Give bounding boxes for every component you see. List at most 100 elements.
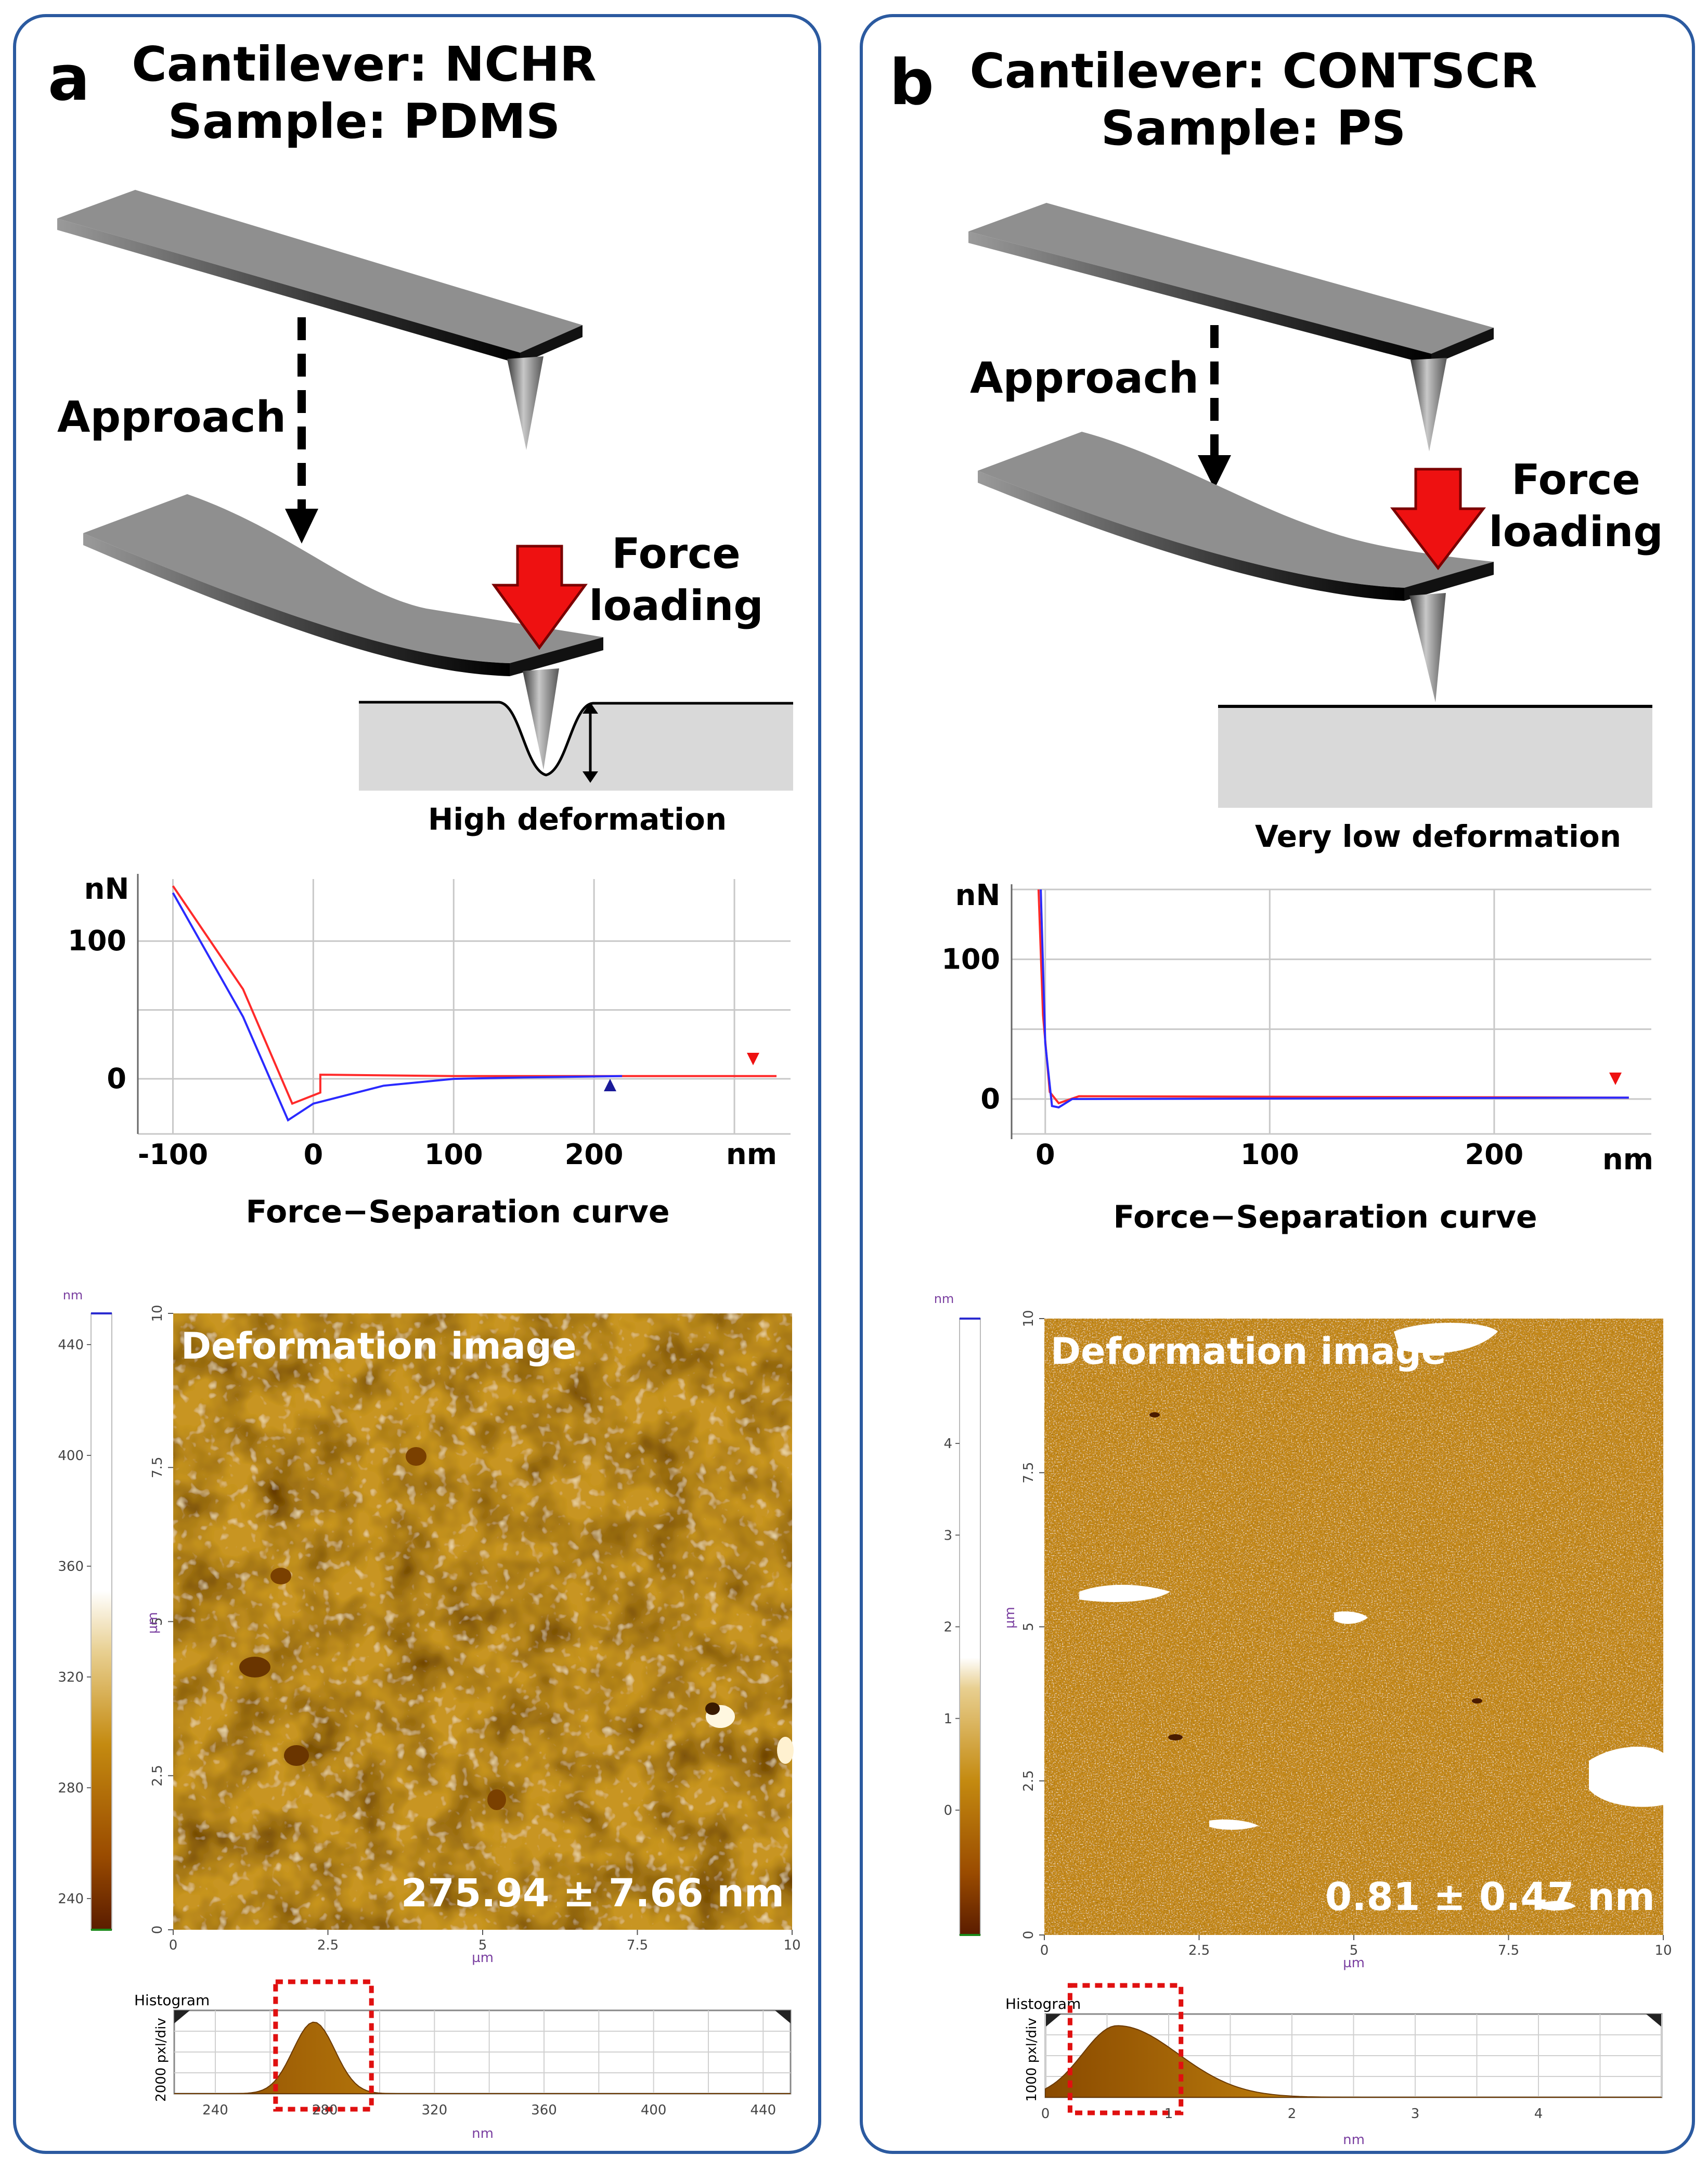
panel-b-curve-x-tick-label: 100	[1240, 1138, 1299, 1171]
panel-a-curve-ylabel: nN	[84, 872, 130, 906]
panel-a-image-x-unit: µm	[472, 1950, 494, 1966]
panel-a-curve-retract-line	[172, 885, 777, 1105]
panel-b-image-x-tick-label: 0	[1040, 1943, 1049, 1958]
panel-a-image-x-tick-label: 2.5	[317, 1938, 339, 1953]
panel-b-image-y-tick-label: 10	[1021, 1310, 1037, 1327]
panel-b-image-x-tick-label: 10	[1654, 1943, 1672, 1958]
panel-b-curve-y-tick-label: 0	[980, 1082, 1000, 1115]
tip-icon	[1411, 358, 1447, 451]
panel-a-force-arrow	[491, 545, 588, 650]
panel-b-deformation-label: Very low deformation	[1255, 819, 1621, 854]
panel-a-histogram-x-tick-label: 440	[751, 2102, 777, 2118]
panel-b-title-line1: Cantilever: CONTSCR	[969, 43, 1537, 99]
panel-b-image-x-unit: µm	[1343, 1955, 1365, 1971]
panel-b-colorbar: nm 4 3 2 1 0	[934, 1292, 981, 1936]
panel-a-histogram-x-tick-label: 280	[312, 2102, 338, 2118]
panel-b-image-y-tick-label: 7.5	[1021, 1462, 1037, 1483]
panel-b-image-y-unit: µm	[1002, 1607, 1018, 1629]
panel-a-image-x-tick-label: 10	[783, 1938, 800, 1953]
panel-b-marker-red-icon	[1609, 1073, 1622, 1085]
arrow-head-icon	[1198, 455, 1231, 489]
corner-marker-icon	[775, 2010, 791, 2023]
panel-a-image-x-tick-label: 0	[169, 1938, 178, 1953]
panel-b-colorbar-tick-label: 3	[943, 1528, 952, 1543]
panel-a-histogram: Histogram 2000 pxl/div 240 280 320 360 400 44…	[134, 1979, 792, 2141]
panel-b-colorbar-tick-label: 2	[943, 1620, 952, 1635]
panel-a-colorbar-tick-label: 240	[58, 1891, 84, 1907]
panel-a-curve-y-tick-label: 0	[107, 1062, 126, 1095]
panel-a-colorbar-tick-label: 400	[58, 1448, 84, 1464]
panel-b-histogram-bars	[1045, 2025, 1662, 2098]
panel-b-image-x-tick-label: 2.5	[1188, 1943, 1210, 1958]
panel-b-histogram-x-tick-label: 0	[1041, 2106, 1050, 2122]
panel-a-colorbar-unit: nm	[63, 1288, 83, 1302]
panel-a-histogram-x-tick-label: 240	[202, 2102, 228, 2118]
panel-b-image-y-tick-label: 2.5	[1021, 1770, 1037, 1791]
panel-a-histogram-label: Histogram	[134, 1992, 210, 2009]
panel-b-letter: b	[889, 47, 934, 119]
panel-b-image-x-tick-label: 5	[1350, 1943, 1358, 1958]
panel-a-letter: a	[48, 43, 90, 115]
tip-icon-indented	[523, 668, 559, 770]
panel-a-histogram-x-tick-label: 360	[531, 2102, 557, 2118]
panel-a-image-x-tick-label: 7.5	[627, 1938, 648, 1953]
panel-a: a Cantilever: NCHR Sample: PDMS Approach	[13, 14, 821, 2154]
panel-b: b Cantilever: CONTSCR Sample: PS Approac…	[860, 14, 1695, 2154]
panel-a-colorbar-tick-label: 440	[58, 1337, 84, 1353]
panel-b-curve-title: Force−Separation curve	[1113, 1199, 1537, 1235]
panel-b-histogram-x-tick-label: 4	[1534, 2106, 1543, 2122]
panel-a-image-y-tick-label: 0	[150, 1926, 165, 1934]
panel-a-image-y-unit: µm	[145, 1612, 161, 1634]
panel-a-histogram-x-unit: nm	[472, 2126, 494, 2141]
panel-a-marker-blue-icon	[604, 1079, 616, 1091]
panel-b-deformation-image: Deformation image 0.81 ± 0.47 nm 0 2.5 5 7.…	[1002, 1310, 1672, 1971]
panel-a-measurement: 275.94 ± 7.66 nm	[401, 1871, 784, 1916]
panel-b-image-x-tick-label: 7.5	[1498, 1943, 1519, 1958]
panel-b-cantilever-top	[968, 203, 1494, 451]
panel-a-deformation-image: Deformation image 275.94 ± 7.66 nm 0 2.5 5…	[145, 1305, 801, 1966]
panel-a-colorbar-tick-label: 360	[58, 1559, 84, 1575]
panel-a-colorbar: nm 440 400 360 320 280 240	[58, 1288, 112, 1931]
panel-b-curve-xlabel: nm	[1602, 1143, 1653, 1177]
panel-a-image-y-tick-label: 5	[150, 1617, 165, 1626]
panel-a-curve-approach-line	[172, 892, 623, 1122]
panel-a-image-features	[239, 1447, 794, 1810]
panel-b-image-features	[1079, 1323, 1663, 1911]
panel-b-force-arrow	[1390, 468, 1486, 571]
panel-a-colorbar-tick-label: 320	[58, 1670, 84, 1685]
panel-b-curve-approach-line	[1040, 889, 1629, 1109]
panel-a-image-x-tick-label: 5	[478, 1938, 487, 1953]
corner-marker-icon	[1646, 2014, 1662, 2027]
tip-icon	[507, 356, 544, 450]
panel-b-image-y-tick-label: 0	[1021, 1931, 1037, 1940]
panel-a-force-curve: -100 0 100 200 100 0 nN nm Force−Separation c…	[68, 872, 791, 1230]
panel-a-curve-y-tick-label: 100	[68, 924, 126, 957]
panel-b-colorbar-tick-label: 0	[943, 1803, 952, 1818]
panel-b-image-y-tick-label: 5	[1021, 1622, 1037, 1631]
panel-b-histogram-x-tick-label: 3	[1411, 2106, 1420, 2122]
panel-b-force-curve: 0 100 200 100 0 nN nm Force−Separation curve	[941, 879, 1653, 1235]
tip-icon	[1409, 593, 1446, 702]
panel-a-image-y-tick-label: 7.5	[150, 1457, 165, 1478]
panel-a-curve-xlabel: nm	[726, 1138, 777, 1171]
corner-marker-icon	[174, 2010, 190, 2023]
panel-b-curve-retract-line	[1037, 889, 1629, 1105]
panel-a-curve-x-tick-label: 100	[424, 1138, 483, 1171]
panel-b-force-label-2: loading	[1489, 508, 1663, 556]
panel-b-title-line2: Sample: PS	[1101, 100, 1406, 156]
panel-a-title-line2: Sample: PDMS	[168, 94, 560, 149]
panel-b-force-label-1: Force	[1511, 456, 1640, 504]
panel-a-deformation-label: High deformation	[428, 802, 727, 837]
panel-b-histogram-x-tick-label: 2	[1288, 2106, 1297, 2122]
panel-a-title-line1: Cantilever: NCHR	[132, 36, 596, 92]
panel-b-curve-y-tick-label: 100	[941, 943, 1000, 975]
panel-b-sample	[1218, 705, 1652, 808]
panel-a-curve-x-tick-label: -100	[138, 1138, 208, 1171]
panel-a-curve-title: Force−Separation curve	[245, 1194, 669, 1230]
panel-a-image-y-tick-label: 10	[150, 1305, 165, 1322]
panel-a-cantilever-bent	[83, 494, 603, 676]
panel-a-sample	[359, 668, 793, 791]
panel-b-approach-label: Approach	[970, 354, 1199, 403]
panel-b-curve-x-tick-label: 0	[1036, 1138, 1055, 1171]
